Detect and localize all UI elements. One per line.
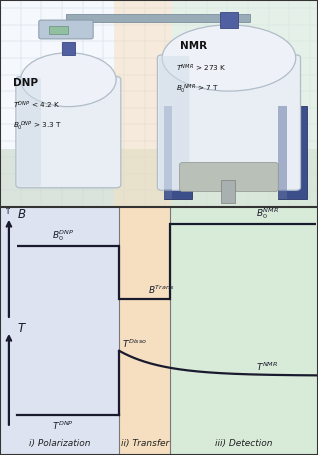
Text: $B_0^{\ NMR}$ > 7 T: $B_0^{\ NMR}$ > 7 T: [176, 82, 219, 96]
Text: iii) Detection: iii) Detection: [215, 439, 273, 448]
Text: i) Polarization: i) Polarization: [29, 439, 90, 448]
Bar: [49, 25, 68, 34]
Bar: [170, 207, 318, 455]
Bar: [164, 106, 172, 199]
FancyBboxPatch shape: [157, 55, 301, 190]
Bar: [62, 42, 75, 56]
Ellipse shape: [162, 25, 296, 91]
Text: $T^{DNP}$: $T^{DNP}$: [52, 420, 73, 432]
FancyBboxPatch shape: [17, 78, 41, 187]
Text: $T$: $T$: [17, 322, 27, 335]
Text: $T^{DNP}$ < 4.2 K: $T^{DNP}$ < 4.2 K: [13, 100, 60, 111]
Text: DNP: DNP: [13, 78, 38, 88]
Bar: [119, 207, 170, 455]
Text: $B_0^{\ DNP}$ > 3.3 T: $B_0^{\ DNP}$ > 3.3 T: [13, 120, 62, 133]
Bar: [220, 11, 238, 28]
Text: NMR: NMR: [180, 40, 207, 51]
Bar: [66, 14, 251, 22]
Bar: [221, 180, 235, 203]
Bar: [221, 22, 231, 25]
Text: $T^{NMR}$ > 273 K: $T^{NMR}$ > 273 K: [176, 63, 227, 74]
Text: $T^{NMR}$: $T^{NMR}$: [256, 361, 278, 373]
Bar: [172, 0, 318, 207]
Text: ii) Transfer: ii) Transfer: [121, 439, 169, 448]
Bar: [278, 106, 287, 199]
FancyBboxPatch shape: [39, 20, 93, 39]
Text: $T^{Disso}$: $T^{Disso}$: [122, 337, 147, 349]
Bar: [164, 106, 192, 199]
Bar: [0, 149, 318, 207]
Bar: [0, 207, 119, 455]
Text: $B_0^{DNP}$: $B_0^{DNP}$: [52, 228, 74, 243]
FancyBboxPatch shape: [16, 76, 121, 188]
Text: $B_0^{NMR}$: $B_0^{NMR}$: [256, 207, 279, 221]
FancyBboxPatch shape: [159, 56, 190, 189]
Ellipse shape: [21, 53, 116, 106]
Bar: [278, 106, 307, 199]
FancyBboxPatch shape: [180, 162, 278, 192]
Bar: [114, 0, 172, 207]
Text: $B^{Trans}$: $B^{Trans}$: [148, 284, 174, 296]
Text: $\uparrow$: $\uparrow$: [2, 204, 12, 216]
Text: $B$: $B$: [17, 208, 27, 221]
